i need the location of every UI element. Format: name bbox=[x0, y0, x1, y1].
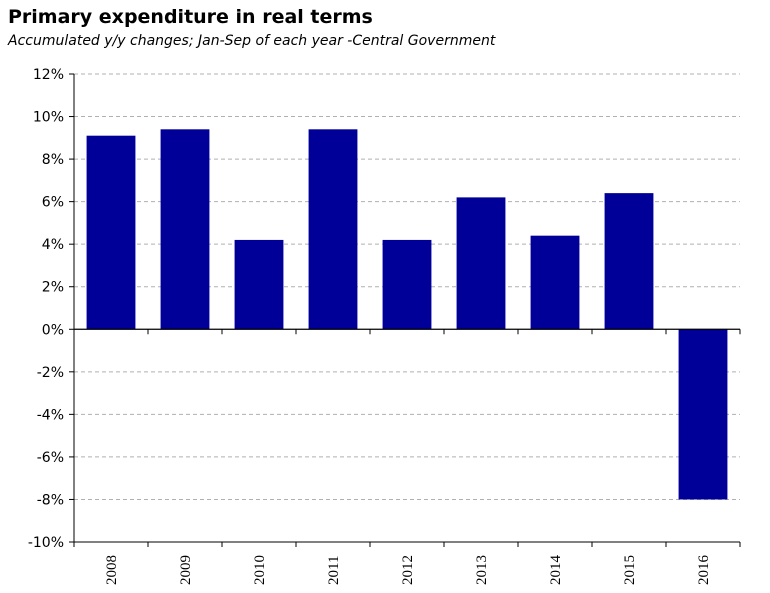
bar-2016 bbox=[678, 329, 728, 500]
bar-2012 bbox=[382, 239, 432, 330]
y-tick-label: -2% bbox=[37, 365, 64, 381]
y-tick-label: 0% bbox=[42, 322, 64, 338]
chart-title: Primary expenditure in real terms bbox=[8, 6, 373, 28]
y-tick-label: -8% bbox=[37, 492, 64, 508]
x-tick-label: 2014 bbox=[548, 555, 564, 586]
x-tick-label: 2016 bbox=[696, 555, 712, 586]
y-tick-label: 8% bbox=[42, 152, 64, 168]
bar-2013 bbox=[456, 197, 506, 330]
y-tick-label: 10% bbox=[33, 110, 64, 126]
bar-2011 bbox=[308, 129, 358, 330]
axis-labels: 12% 10% 8% 6% 4% 2% 0% -2% -4% -6% -8% -10% 2008 2009… bbox=[28, 67, 712, 585]
y-tick-label: 12% bbox=[33, 67, 64, 83]
axes bbox=[69, 73, 741, 547]
bar-2015 bbox=[604, 193, 654, 330]
x-tick-label: 2009 bbox=[178, 555, 194, 585]
y-tick-label: 4% bbox=[42, 237, 64, 253]
y-tick-label: -4% bbox=[37, 407, 64, 423]
x-tick-label: 2010 bbox=[252, 555, 268, 585]
bar-2010 bbox=[234, 239, 284, 330]
bar-2009 bbox=[160, 129, 210, 330]
bar-2008 bbox=[86, 135, 136, 330]
y-tick-label: -6% bbox=[37, 450, 64, 466]
bars bbox=[86, 129, 728, 500]
x-tick-label: 2011 bbox=[326, 556, 342, 585]
x-tick-label: 2012 bbox=[400, 555, 416, 585]
x-tick-label: 2015 bbox=[622, 555, 638, 585]
bar-2014 bbox=[530, 235, 580, 330]
y-tick-label: 2% bbox=[42, 280, 64, 296]
x-tick-label: 2013 bbox=[474, 555, 490, 585]
x-tick-label: 2008 bbox=[104, 555, 120, 585]
y-tick-label: -10% bbox=[28, 535, 64, 551]
y-tick-label: 6% bbox=[42, 195, 64, 211]
chart-subtitle: Accumulated y/y changes; Jan-Sep of each… bbox=[8, 33, 496, 49]
